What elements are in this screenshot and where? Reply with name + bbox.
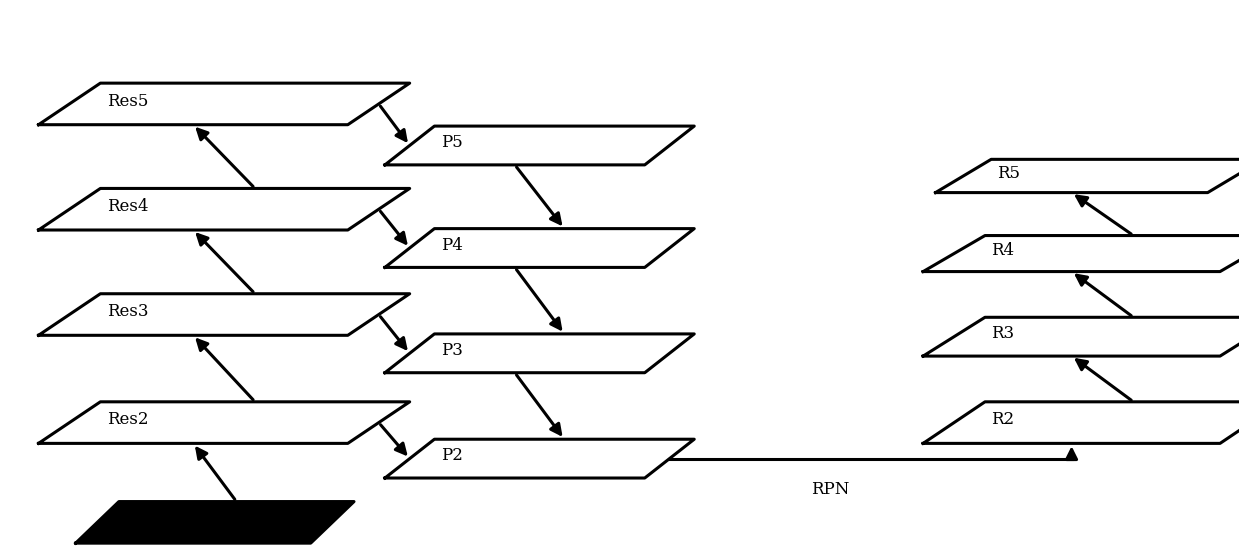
Polygon shape <box>935 159 1240 193</box>
Polygon shape <box>923 402 1240 443</box>
Text: R3: R3 <box>991 325 1014 343</box>
Polygon shape <box>923 236 1240 272</box>
Text: P2: P2 <box>440 447 463 465</box>
Polygon shape <box>76 501 353 543</box>
Text: Res5: Res5 <box>107 92 148 110</box>
Text: P3: P3 <box>440 342 463 359</box>
Polygon shape <box>384 126 694 165</box>
Polygon shape <box>38 188 409 230</box>
Polygon shape <box>38 83 409 125</box>
Polygon shape <box>38 402 409 443</box>
Text: P4: P4 <box>440 237 463 254</box>
Text: Res3: Res3 <box>107 303 148 320</box>
Text: R2: R2 <box>991 411 1014 428</box>
Text: R5: R5 <box>997 165 1021 182</box>
Polygon shape <box>38 294 409 335</box>
Text: Res2: Res2 <box>107 411 148 428</box>
Text: P5: P5 <box>440 134 463 151</box>
Text: Res4: Res4 <box>107 198 148 215</box>
Text: RPN: RPN <box>811 481 849 498</box>
Polygon shape <box>384 334 694 373</box>
Polygon shape <box>923 317 1240 356</box>
Polygon shape <box>384 228 694 267</box>
Text: R4: R4 <box>991 242 1014 260</box>
Polygon shape <box>384 439 694 478</box>
